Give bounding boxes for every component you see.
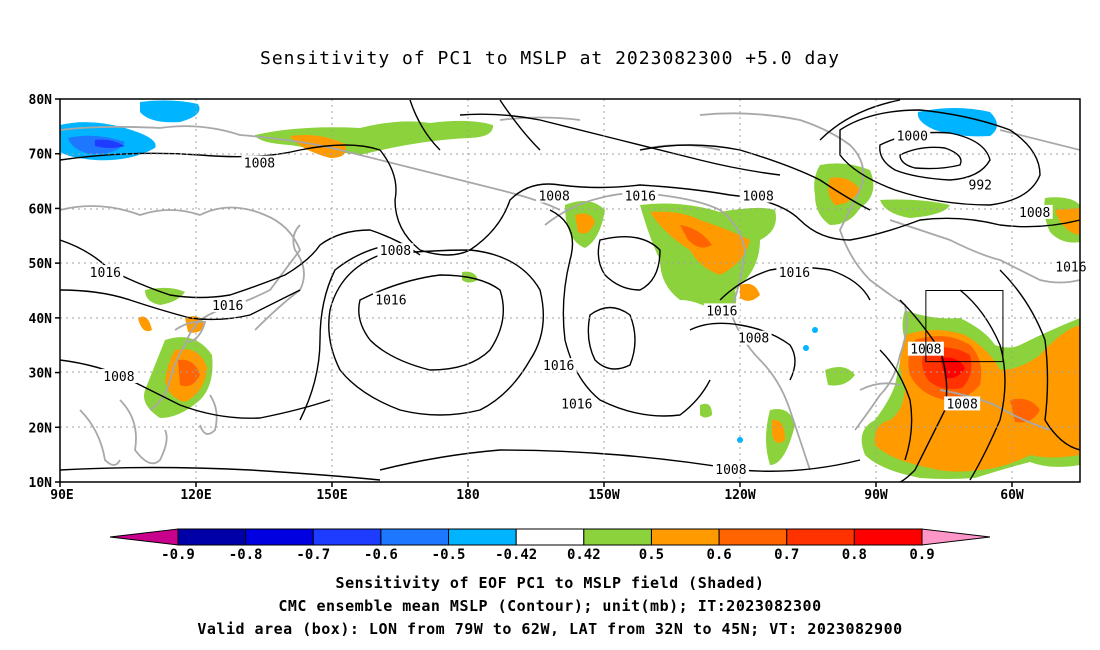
contour-label-bg bbox=[944, 396, 981, 411]
caption-line-2: CMC ensemble mean MSLP (Contour); unit(m… bbox=[278, 597, 822, 615]
colorbar-swatch bbox=[583, 528, 652, 546]
contour-label: 1008 bbox=[244, 157, 275, 172]
contour-label-bg bbox=[776, 265, 813, 280]
caption-line-1: Sensitivity of EOF PC1 to MSLP field (Sh… bbox=[335, 574, 765, 592]
colorbar-swatch bbox=[650, 528, 720, 546]
contour-label-bg bbox=[87, 265, 124, 280]
contour-label-bg bbox=[622, 188, 659, 203]
contour-label: 1016 bbox=[779, 266, 810, 281]
colorbar-label: 0.9 bbox=[909, 547, 934, 563]
plot-title: Sensitivity of PC1 to MSLP at 2023082300… bbox=[259, 48, 840, 69]
contour-label-bg bbox=[377, 243, 414, 258]
lat-tick-label: 10N bbox=[29, 476, 53, 491]
lat-tick-label: 70N bbox=[29, 148, 53, 163]
contour-label-bg bbox=[241, 155, 278, 170]
colorbar-label: 0.6 bbox=[706, 547, 731, 563]
colorbar-swatch bbox=[245, 528, 314, 546]
latitude-axis: 80N 70N 60N 50N 40N 30N 20N 10N bbox=[29, 93, 60, 491]
colorbar-swatch bbox=[515, 528, 585, 546]
colorbar-label: -0.5 bbox=[432, 547, 466, 563]
contour-label: 1016 bbox=[543, 359, 574, 374]
valid-area-box bbox=[925, 290, 1004, 363]
colorbar-label: -0.42 bbox=[495, 547, 537, 563]
lat-tick-label: 50N bbox=[29, 257, 53, 272]
contour-label: 1008 bbox=[715, 463, 746, 478]
colorbar: -0.9 -0.8 -0.7 -0.6 -0.5 -0.42 0.42 0.5 0.6 0.7 0.… bbox=[109, 528, 991, 563]
colorbar-label: -0.7 bbox=[296, 547, 330, 563]
lon-tick-label: 180 bbox=[456, 488, 480, 503]
colorbar-swatch bbox=[718, 528, 788, 546]
contour-label: 1016 bbox=[212, 299, 243, 314]
mslp-contours bbox=[60, 99, 1080, 482]
lon-tick-label: 90E bbox=[50, 488, 73, 503]
colorbar-label: 0.5 bbox=[639, 547, 664, 563]
colorbar-swatch bbox=[380, 528, 450, 546]
contour-label: 1016 bbox=[1055, 261, 1086, 276]
contour-label-bg bbox=[740, 188, 777, 203]
contour-label: 992 bbox=[969, 179, 992, 194]
colorbar-label: 0.8 bbox=[842, 547, 867, 563]
contour-label-bg bbox=[209, 297, 246, 312]
contour-label: 1016 bbox=[706, 304, 737, 319]
contour-label-bg bbox=[100, 369, 137, 384]
colorbar-swatch bbox=[786, 528, 855, 546]
colorbar-label: -0.9 bbox=[161, 547, 195, 563]
longitude-axis: 90E 120E 150E 180 150W 120W 90W 60W bbox=[50, 482, 1024, 503]
colorbar-label: 0.7 bbox=[774, 547, 799, 563]
contour-label-bg bbox=[1016, 204, 1053, 219]
contour-label-bg bbox=[894, 128, 931, 143]
contour-label-bg bbox=[540, 358, 577, 373]
contour-label: 1016 bbox=[561, 397, 592, 412]
caption-line-3: Valid area (box): LON from 79W to 62W, L… bbox=[197, 620, 903, 638]
contour-label-bg bbox=[966, 177, 995, 192]
contour-label: 1000 bbox=[897, 129, 928, 144]
contour-label-bg bbox=[712, 462, 749, 477]
contour-label: 1008 bbox=[380, 244, 411, 259]
lon-tick-label: 90W bbox=[864, 488, 888, 503]
lat-tick-label: 30N bbox=[29, 367, 53, 382]
colorbar-label: 0.42 bbox=[567, 547, 601, 563]
colorbar-over-triangle bbox=[921, 528, 991, 546]
contour-label: 1008 bbox=[742, 189, 773, 204]
contour-label: 1008 bbox=[1019, 206, 1050, 221]
contour-label: 1016 bbox=[375, 293, 406, 308]
colorbar-swatch bbox=[853, 528, 923, 546]
lat-tick-label: 40N bbox=[29, 312, 53, 327]
lat-tick-label: 60N bbox=[29, 202, 53, 217]
colorbar-swatch bbox=[312, 528, 382, 546]
contour-label-bg bbox=[372, 292, 409, 307]
contour-label: 1016 bbox=[625, 189, 656, 204]
contour-label: 1008 bbox=[538, 189, 569, 204]
lon-tick-label: 120E bbox=[180, 488, 211, 503]
colorbar-label: -0.6 bbox=[364, 547, 398, 563]
map-frame bbox=[59, 98, 1081, 483]
contour-label-bg bbox=[558, 396, 595, 411]
colorbar-label: -0.8 bbox=[229, 547, 263, 563]
lon-tick-label: 120W bbox=[724, 488, 755, 503]
colorbar-labels: -0.9 -0.8 -0.7 -0.6 -0.5 -0.42 0.42 0.5 0.6 0.7 0.… bbox=[161, 547, 935, 563]
contour-label: 1008 bbox=[946, 397, 977, 412]
contour-label: 1016 bbox=[90, 266, 121, 281]
colorbar-boxes bbox=[109, 528, 991, 546]
lon-tick-label: 150W bbox=[588, 488, 619, 503]
contour-label: 1008 bbox=[738, 332, 769, 347]
colorbar-swatch bbox=[448, 528, 517, 546]
lat-tick-label: 20N bbox=[29, 421, 53, 436]
contour-label-bg bbox=[536, 188, 573, 203]
contour-label-bg bbox=[735, 330, 772, 345]
lon-tick-label: 150E bbox=[316, 488, 347, 503]
lat-tick-label: 80N bbox=[29, 93, 53, 108]
lon-tick-label: 60W bbox=[1000, 488, 1024, 503]
contour-label-bg bbox=[703, 303, 740, 318]
coastlines bbox=[60, 112, 1080, 471]
contour-label: 1008 bbox=[103, 370, 134, 385]
colorbar-swatch bbox=[177, 528, 247, 546]
colorbar-under-triangle bbox=[109, 528, 179, 546]
